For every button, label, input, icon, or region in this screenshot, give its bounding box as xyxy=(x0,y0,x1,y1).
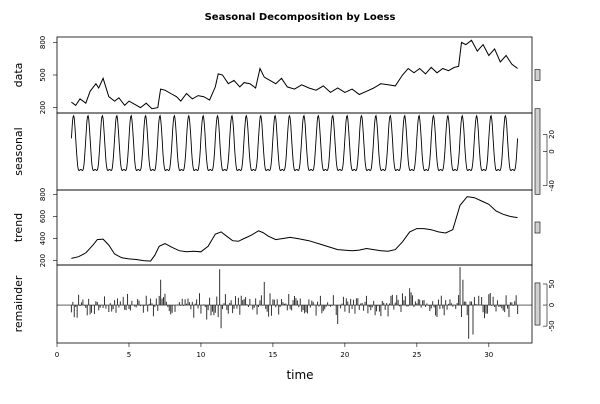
panel-remainder-ylabel: remainder xyxy=(12,275,25,332)
panel-trend-ylabel: trend xyxy=(12,213,25,242)
panel-trend: trend 200 400 600 800 xyxy=(12,188,541,267)
chart-title: Seasonal Decomposition by Loess xyxy=(205,12,396,23)
panel-trend-tick-label: 800 xyxy=(39,188,47,201)
panel-remainder-scale-bar xyxy=(534,282,541,326)
panel-data-scale-bar xyxy=(534,69,541,81)
panel-remainder-tick-label: 50 xyxy=(548,280,556,289)
panel-data: data 200 500 800 xyxy=(12,36,541,114)
panel-trend-tick-label: 600 xyxy=(39,210,47,223)
panel-data-ylabel: data xyxy=(12,63,25,88)
panel-trend-scale-bar xyxy=(534,221,541,234)
x-axis-label: time xyxy=(286,368,313,382)
panel-trend-series xyxy=(71,196,518,262)
panel-data-tick-label: 200 xyxy=(39,101,47,114)
panel-seasonal-tick-label: 20 xyxy=(548,130,556,139)
panel-seasonal-series xyxy=(70,114,519,172)
x-axis-tick-label: 20 xyxy=(340,351,349,359)
x-axis-tick-label: 30 xyxy=(484,351,493,359)
panel-data-tick-label: 800 xyxy=(39,36,47,49)
x-axis: 0 5 10 15 20 25 30 xyxy=(55,343,493,359)
panel-seasonal: seasonal -40 0 20 xyxy=(12,108,556,195)
x-axis-tick-label: 15 xyxy=(268,351,277,359)
panel-seasonal-tick-label: -40 xyxy=(548,180,556,191)
panel-remainder-tick-label: -50 xyxy=(548,320,556,331)
panel-remainder-frame xyxy=(56,264,533,344)
panel-seasonal-scale-bar xyxy=(534,108,541,195)
panel-data-series xyxy=(71,39,518,110)
panel-remainder: remainder -50 0 50 xyxy=(12,264,556,344)
x-axis-tick-label: 10 xyxy=(196,351,205,359)
panel-data-tick-label: 500 xyxy=(39,68,47,81)
panel-seasonal-ylabel: seasonal xyxy=(12,127,25,175)
x-axis-tick-label: 0 xyxy=(55,351,59,359)
panel-remainder-tick-label: 0 xyxy=(548,303,556,307)
panels-layer: data200500800seasonal-40020trend20040060… xyxy=(12,36,556,359)
panel-trend-tick-label: 200 xyxy=(39,254,47,267)
x-axis-tick-label: 5 xyxy=(127,351,131,359)
panel-trend-tick-label: 400 xyxy=(39,232,47,245)
x-axis-tick-label: 25 xyxy=(412,351,421,359)
panel-trend-frame xyxy=(56,189,533,266)
panel-seasonal-tick-label: 0 xyxy=(548,149,556,153)
